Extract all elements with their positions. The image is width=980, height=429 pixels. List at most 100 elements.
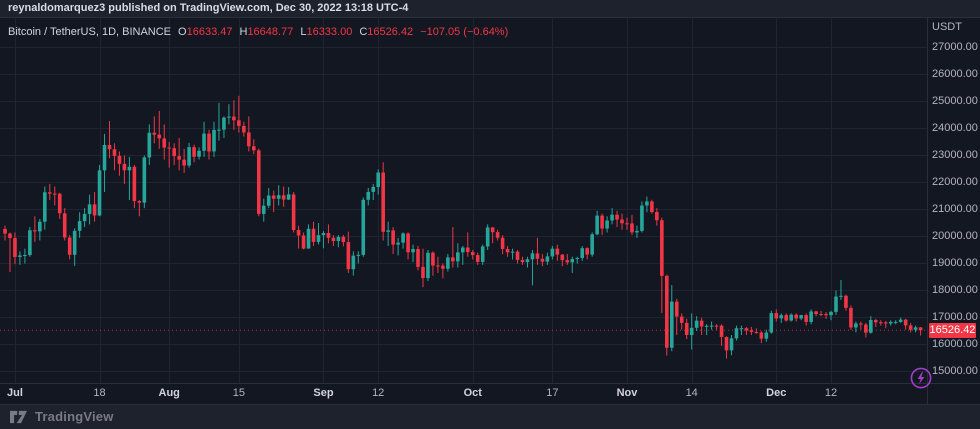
candle-body xyxy=(575,258,580,260)
time-tick-label: Oct xyxy=(463,387,482,399)
candle-body xyxy=(281,195,286,200)
publish-info-bar: reynaldomarquez3 published on TradingVie… xyxy=(0,0,980,18)
candle-body xyxy=(829,311,833,316)
candle-body xyxy=(883,322,888,324)
candle-body xyxy=(704,325,709,327)
candle-body xyxy=(724,336,729,351)
candle-body xyxy=(864,324,868,333)
candle-body xyxy=(237,120,241,126)
candle-body xyxy=(580,248,585,259)
candle-body xyxy=(242,125,246,133)
price-tick-label: 18000.00 xyxy=(932,283,978,296)
symbol-title: Bitcoin / TetherUS, 1D, BINANCE xyxy=(8,26,172,38)
candle-body xyxy=(635,230,639,233)
price-tick-label: 24000.00 xyxy=(932,121,978,134)
candle-body xyxy=(227,116,231,118)
candle-body xyxy=(197,150,201,157)
candle-body xyxy=(162,138,167,148)
candle-body xyxy=(436,265,440,267)
candle-body xyxy=(615,214,619,220)
candle-body xyxy=(655,212,659,221)
candle-body xyxy=(535,253,540,259)
candle-body xyxy=(127,166,132,171)
candle-body xyxy=(157,134,162,139)
last-price-badge: 16526.42 xyxy=(929,322,976,338)
candle-body xyxy=(276,195,281,199)
candle-body xyxy=(441,265,445,269)
load-chart-flash-button[interactable] xyxy=(909,366,933,390)
candle-body xyxy=(640,205,644,231)
candle-body xyxy=(192,147,196,157)
candle-body xyxy=(212,129,216,152)
ohlc-key: H xyxy=(239,26,248,38)
candle-body xyxy=(505,249,510,253)
candle-body xyxy=(789,314,794,321)
ohlc-key: O xyxy=(178,26,187,38)
candle-body xyxy=(530,253,535,260)
candle-body xyxy=(918,327,923,331)
candle-body xyxy=(336,236,341,242)
ohlc-key: C xyxy=(359,26,368,38)
candle-body xyxy=(296,229,301,236)
tradingview-brand[interactable]: TradingView xyxy=(10,409,114,424)
candle-body xyxy=(605,220,609,229)
candle-body xyxy=(495,232,500,238)
currency-label: USDT xyxy=(932,21,962,33)
candle-body xyxy=(739,328,744,330)
candle-body xyxy=(291,194,296,230)
candle-body xyxy=(699,320,704,327)
candle-body xyxy=(456,252,460,262)
candle-body xyxy=(406,233,410,253)
candle-body xyxy=(426,252,430,279)
candle-body xyxy=(475,255,480,262)
candle-body xyxy=(381,172,385,232)
price-tick-label: 16000.00 xyxy=(932,337,978,350)
candle-body xyxy=(172,148,176,157)
candle-body xyxy=(286,194,291,200)
candle-body xyxy=(485,227,490,247)
ohlc-value: 16648.77 xyxy=(247,26,294,38)
candle-body xyxy=(33,230,37,232)
price-tick-label: 26000.00 xyxy=(932,67,978,80)
candle-body xyxy=(326,233,331,238)
candle-body xyxy=(854,323,858,328)
candle-body xyxy=(3,228,7,234)
price-tick-label: 23000.00 xyxy=(932,148,978,161)
candle-body xyxy=(660,220,664,276)
candle-body xyxy=(316,235,321,242)
candle-body xyxy=(650,201,654,213)
candle-body xyxy=(132,166,137,202)
candle-body xyxy=(764,332,769,339)
candle-body xyxy=(217,129,221,131)
brand-name: TradingView xyxy=(35,409,114,424)
candle-body xyxy=(819,314,823,316)
price-tick-label: 15000.00 xyxy=(932,364,978,377)
candle-body xyxy=(689,327,694,335)
candle-body xyxy=(386,230,390,232)
candle-body xyxy=(182,159,186,166)
symbol-legend[interactable]: Bitcoin / TetherUS, 1D, BINANCE O16633.47… xyxy=(8,26,508,38)
candle-body xyxy=(903,319,908,326)
ohlc-value: 16526.42 xyxy=(367,26,414,38)
candle-body xyxy=(859,323,863,325)
price-tick-label: 22000.00 xyxy=(932,175,978,188)
candle-body xyxy=(222,117,226,130)
candle-body xyxy=(271,195,276,199)
candle-body xyxy=(799,315,803,319)
candle-body xyxy=(8,233,12,239)
candle-body xyxy=(585,248,589,255)
candle-body xyxy=(908,325,913,330)
time-tick-label: 17 xyxy=(546,387,559,399)
candle-body xyxy=(371,186,376,192)
candle-body xyxy=(23,255,27,257)
candle-body xyxy=(759,332,764,339)
candle-body xyxy=(72,230,77,255)
candle-body xyxy=(97,170,102,216)
ohlc-value: 16333.00 xyxy=(306,26,353,38)
candle-body xyxy=(331,237,336,242)
candle-body xyxy=(401,233,405,243)
candle-body xyxy=(256,150,261,214)
candle-body xyxy=(510,251,515,253)
candle-body xyxy=(321,233,326,236)
